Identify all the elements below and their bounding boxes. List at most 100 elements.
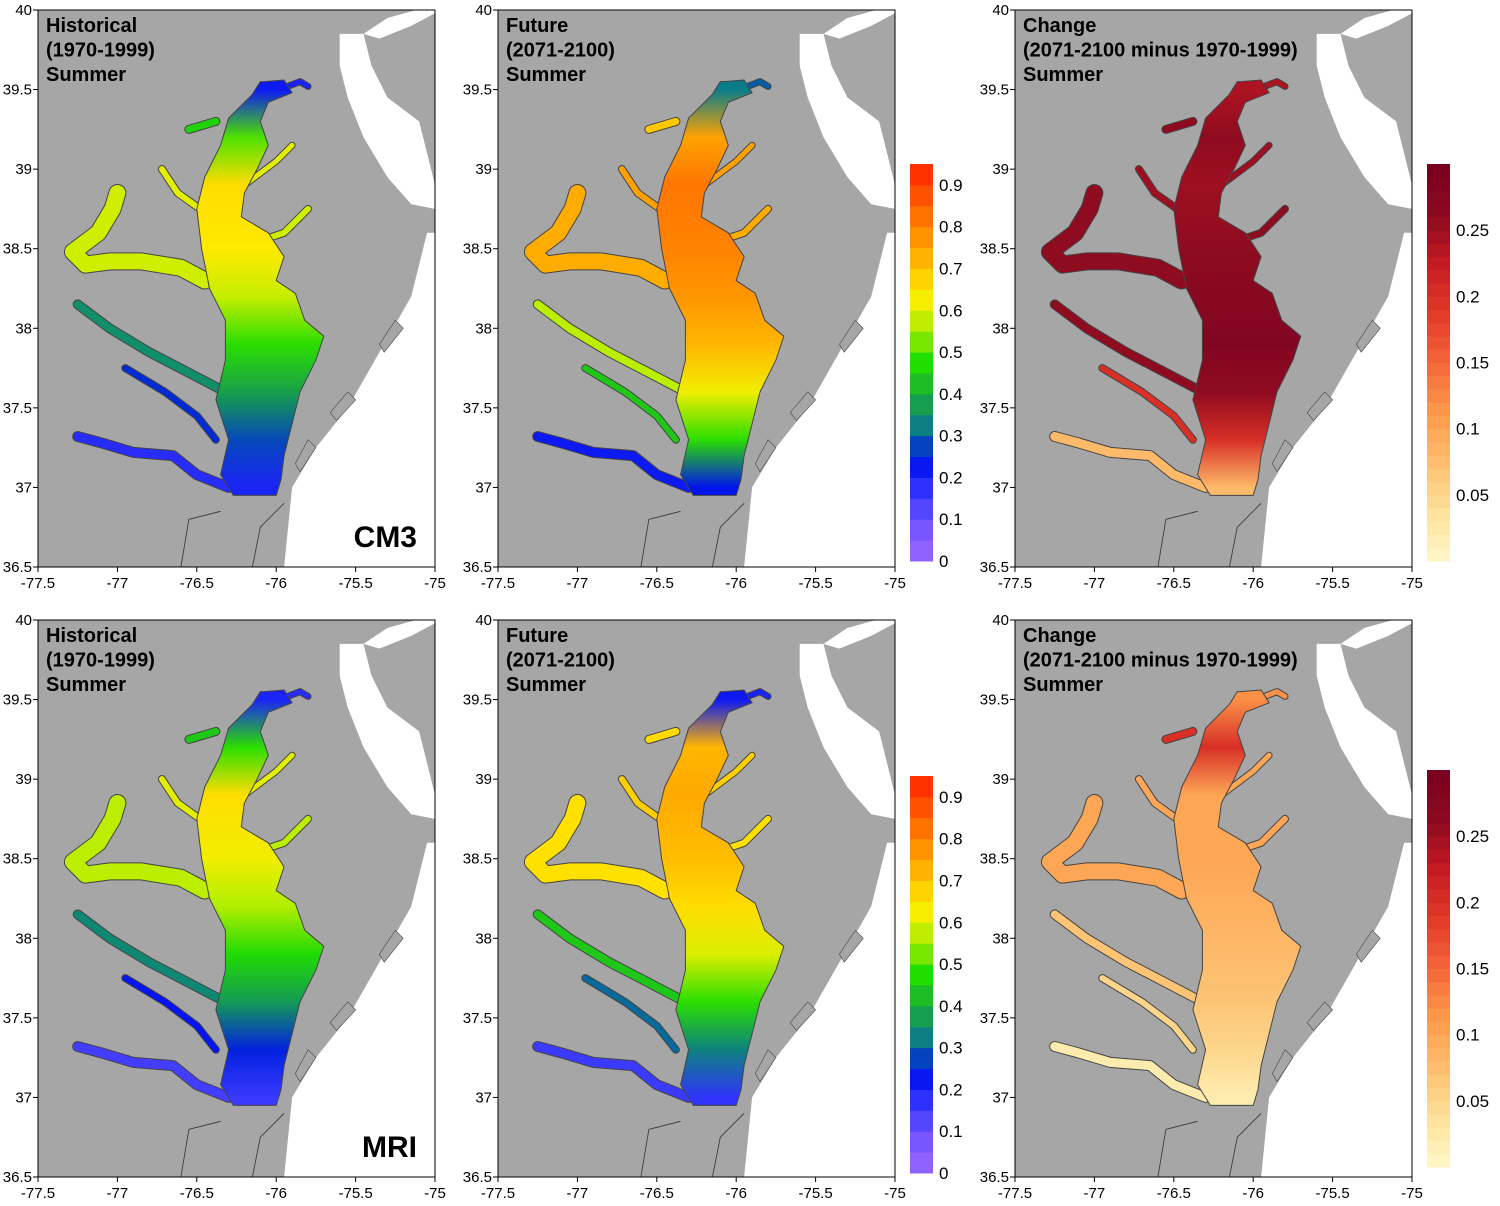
delaware-river — [1340, 620, 1412, 649]
map-panel-1-3: -77.5 -77 -76.5 -76 -75.5 -75 36.5 37 37.5 38 38.5… — [980, 2, 1423, 592]
colorbar-band — [1427, 783, 1450, 797]
colorbar-tick-label: 0.25 — [1456, 827, 1489, 846]
tributary — [582, 975, 679, 1053]
colorbar-band — [1427, 521, 1450, 536]
x-tick-label: -75.5 — [338, 1185, 372, 1202]
panel-title-line: (2071-2100) — [506, 650, 615, 672]
colorbar-band — [1427, 349, 1450, 363]
x-tick-label: -77.5 — [481, 1185, 515, 1202]
y-tick-label: 37 — [475, 1089, 492, 1106]
y-tick-label: 39 — [475, 771, 492, 788]
colorbar-band — [1427, 322, 1450, 337]
tributary — [1041, 185, 1190, 289]
map-panel-2-1: -77.5 -77 -76.5 -76 -75.5 -75 36.5 37 37.5 38 38.5… — [3, 612, 446, 1202]
barrier-island — [1356, 319, 1381, 353]
y-tick-label: 37 — [992, 479, 1009, 496]
panel-title-line: Summer — [46, 64, 126, 86]
delaware-river — [823, 10, 895, 39]
y-tick-label: 40 — [992, 2, 1009, 19]
colorbar-band — [1427, 770, 1450, 784]
y-tick-label: 37 — [475, 479, 492, 496]
boundary-line — [252, 503, 285, 568]
colorbar-band — [1427, 1100, 1450, 1115]
colorbar-band — [1427, 862, 1450, 877]
x-tick-label: -76 — [265, 575, 287, 592]
colorbar-band — [910, 859, 933, 881]
y-tick-label: 38.5 — [3, 241, 32, 258]
y-tick-label: 38 — [15, 930, 32, 947]
colorbar-band — [910, 776, 933, 798]
panel-title-line: Summer — [1023, 64, 1103, 86]
colorbar-absolute-2: 0 0.1 0.2 0.3 0.4 0.5 0.6 0.7 0.8 0.9 — [910, 776, 963, 1183]
tributary — [241, 752, 295, 798]
colorbar-band — [1427, 875, 1450, 890]
colorbar-band — [1427, 441, 1450, 456]
y-tick-label: 38 — [992, 930, 1009, 947]
colorbar-band — [1427, 1047, 1450, 1062]
tributary — [533, 1042, 694, 1102]
x-tick-label: -75.5 — [1315, 575, 1349, 592]
x-tick-label: -76.5 — [180, 575, 214, 592]
chesapeake-bay — [196, 689, 325, 1106]
tributary — [73, 1042, 234, 1102]
colorbar-band — [910, 372, 933, 395]
y-tick-label: 39 — [992, 771, 1009, 788]
colorbar-band — [1427, 190, 1450, 205]
boundary-line — [180, 1120, 221, 1178]
model-label: CM3 — [354, 521, 417, 554]
panel-border — [1014, 619, 1413, 1178]
x-tick-label: -77.5 — [998, 1185, 1032, 1202]
colorbar-band — [1427, 1021, 1450, 1036]
tributary — [185, 727, 220, 743]
colorbar-band — [910, 477, 933, 499]
colorbar-band — [1427, 994, 1450, 1009]
x-tick-label: -76.5 — [640, 575, 674, 592]
y-tick-label: 39.5 — [3, 692, 32, 709]
colorbar-tick-label: 0 — [939, 552, 948, 571]
tributary — [185, 117, 220, 133]
x-tick-label: -75 — [1401, 575, 1423, 592]
chesapeake-bay — [656, 689, 785, 1106]
x-tick-label: -77.5 — [998, 575, 1032, 592]
tributary — [64, 795, 213, 899]
colorbar-tick-label: 0.15 — [1456, 960, 1489, 979]
colorbar-tick-label: 0.9 — [939, 176, 963, 195]
colorbar-band — [910, 1131, 933, 1153]
barrier-island — [789, 391, 817, 422]
y-tick-label: 36.5 — [3, 559, 32, 576]
barrier-island — [754, 439, 777, 473]
colorbar-band — [910, 880, 933, 902]
colorbar-band — [1427, 455, 1450, 469]
y-tick-label: 37 — [15, 479, 32, 496]
tributary — [64, 185, 213, 289]
colorbar-band — [1427, 1140, 1450, 1155]
tributary — [524, 795, 673, 899]
panel-title-line: Historical — [46, 625, 137, 647]
panel-title-line: Summer — [1023, 674, 1103, 696]
colorbar-band — [910, 817, 933, 840]
x-tick-label: -77.5 — [21, 1185, 55, 1202]
tributary — [701, 752, 755, 798]
colorbar-band — [910, 796, 933, 819]
panel-border — [37, 9, 436, 568]
colorbar-band — [1427, 269, 1450, 284]
colorbar-band — [1427, 216, 1450, 231]
ocean-water — [744, 842, 895, 1177]
colorbar-band — [1427, 836, 1450, 850]
barrier-island — [1356, 929, 1381, 963]
colorbar-tick-label: 0.8 — [939, 218, 963, 237]
y-tick-label: 37.5 — [463, 1010, 492, 1027]
x-tick-label: -76.5 — [1157, 575, 1191, 592]
y-tick-label: 38 — [475, 320, 492, 337]
panel-title-line: (2071-2100) — [506, 40, 615, 62]
colorbar-tick-label: 0.4 — [939, 385, 963, 404]
y-tick-label: 40 — [992, 612, 1009, 629]
panel-title-line: (1970-1999) — [46, 650, 155, 672]
x-tick-label: -75.5 — [798, 1185, 832, 1202]
y-tick-label: 39 — [475, 161, 492, 178]
panel-title-line: (1970-1999) — [46, 40, 155, 62]
y-tick-label: 36.5 — [463, 1169, 492, 1186]
colorbar-tick-label: 0.9 — [939, 788, 963, 807]
barrier-island — [839, 319, 864, 353]
y-tick-label: 40 — [15, 2, 32, 19]
